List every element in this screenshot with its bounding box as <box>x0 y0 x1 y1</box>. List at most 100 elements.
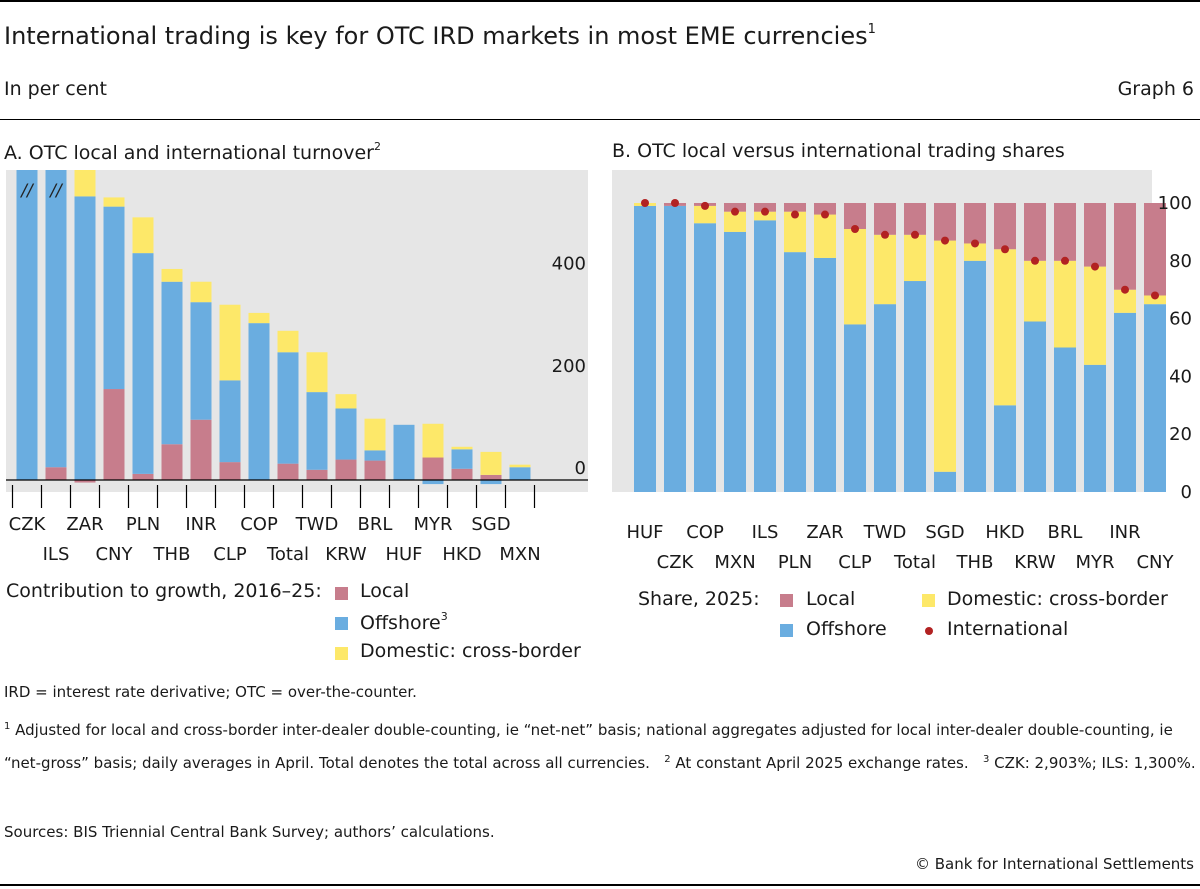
bar-offshore-zar <box>814 257 836 492</box>
international-dot-ils <box>761 207 769 216</box>
international-dot-czk <box>671 199 679 207</box>
bar-offshore-ils <box>45 170 67 468</box>
bar-domestic-cross-border-sgd <box>480 451 502 475</box>
bar-offshore-huf <box>634 205 656 492</box>
x-tick-label-huf: HUF <box>626 522 663 543</box>
x-tick-label-sgd: SGD <box>925 522 964 543</box>
international-dot-krw <box>1031 256 1039 265</box>
y-tick-label-40: 40 <box>1169 366 1192 387</box>
bar-domestic-cross-border-thb <box>161 268 183 282</box>
bar-local-pln <box>784 203 806 212</box>
bar-local-sgd <box>934 203 956 241</box>
bar-domestic-cross-border-inr <box>190 281 212 303</box>
chart-title: International trading is key for OTC IRD… <box>4 22 876 50</box>
bar-offshore-myr <box>1084 364 1106 492</box>
panel-b-chart: HUF CZK COP MXN ILS PLN ZAR CLP TWD Total SGD THB HK… <box>612 170 1192 573</box>
bar-offshore-inr <box>1114 312 1136 492</box>
bar-local-brl <box>364 460 386 480</box>
y-tick-label-400: 400 <box>552 254 586 275</box>
x-tick-label-cny: CNY <box>1136 552 1174 573</box>
bar-offshore-krw <box>1024 321 1046 492</box>
footnotes-block: 1 Adjusted for local and cross-border in… <box>4 721 1196 772</box>
legend-b-offshore-swatch <box>780 624 793 637</box>
y-tick-label-60: 60 <box>1169 309 1192 330</box>
bar-domestic-cross-border-sgd <box>934 240 956 472</box>
x-tick-label-clp: CLP <box>213 544 247 565</box>
bar-domestic-cross-border-total <box>277 330 299 353</box>
bar-domestic-cross-border-twd <box>306 352 328 393</box>
bar-local-twd <box>874 203 896 235</box>
bar-offshore-brl <box>1054 347 1076 492</box>
international-dot-total <box>911 230 919 239</box>
x-tick-label-huf: HUF <box>385 544 422 565</box>
bar-offshore-total <box>904 281 926 492</box>
international-dot-cop <box>701 201 709 210</box>
bar-domestic-cross-border-mxn <box>509 464 531 468</box>
x-tick-label-mxn: MXN <box>714 552 755 573</box>
bar-offshore-czk <box>664 205 686 492</box>
legend-b-international-marker <box>925 627 933 635</box>
axis-break-mark: // <box>19 181 35 201</box>
axis-break-mark: // <box>48 181 64 201</box>
x-tick-label-hkd: HKD <box>985 522 1024 543</box>
bar-offshore-cop <box>248 323 270 480</box>
footnote-abbreviations: IRD = interest rate derivative; OTC = ov… <box>4 683 417 701</box>
copyright: © Bank for International Settlements <box>914 855 1194 873</box>
y-tick-label-100: 100 <box>1158 193 1192 214</box>
bar-offshore-thb <box>964 260 986 492</box>
international-dot-clp <box>851 225 859 234</box>
bar-offshore-clp <box>219 380 241 463</box>
x-tick-label-twd: TWD <box>295 514 339 535</box>
x-tick-label-clp: CLP <box>838 552 872 573</box>
bar-domestic-cross-border-cny <box>103 197 125 207</box>
legend-b-domestic-label: Domestic: cross-border <box>947 588 1168 610</box>
bar-local-pln <box>132 473 154 480</box>
bar-offshore-pln <box>784 252 806 492</box>
bar-offshore-mxn <box>509 467 531 480</box>
bar-offshore-clp <box>844 324 866 492</box>
bar-offshore-ils <box>754 220 776 492</box>
bar-domestic-cross-border-brl <box>1054 260 1076 348</box>
x-tick-label-brl: BRL <box>358 514 393 535</box>
bar-local-thb <box>161 444 183 480</box>
header-rule <box>0 119 1200 120</box>
bar-local-twd <box>306 469 328 480</box>
bar-offshore-sgd <box>934 471 956 492</box>
x-tick-label-krw: KRW <box>325 544 367 565</box>
bar-domestic-cross-border-cop <box>248 312 270 324</box>
bar-domestic-cross-border-clp <box>219 304 241 381</box>
bar-domestic-cross-border-myr <box>422 423 444 458</box>
bar-domestic-cross-border-cny <box>1144 295 1166 305</box>
bar-local-hkd <box>451 468 473 480</box>
x-tick-label-pln: PLN <box>126 514 160 535</box>
international-dot-brl <box>1061 256 1069 265</box>
x-tick-label-sgd: SGD <box>471 514 510 535</box>
x-tick-label-twd: TWD <box>863 522 907 543</box>
bar-domestic-cross-border-krw <box>1024 260 1046 322</box>
bar-domestic-cross-border-thb <box>964 243 986 261</box>
top-rule <box>0 0 1200 2</box>
international-dot-twd <box>881 230 889 239</box>
bar-local-brl <box>1054 203 1076 261</box>
bar-offshore-twd <box>306 392 328 470</box>
bar-domestic-cross-border-mxn <box>724 211 746 232</box>
bar-domestic-cross-border-twd <box>874 234 896 305</box>
legend-offshore-label: Offshore3 <box>360 610 448 634</box>
international-dot-huf <box>641 199 649 207</box>
bar-offshore-pln <box>132 253 154 474</box>
bar-domestic-cross-border-pln <box>784 211 806 253</box>
bar-domestic-cross-border-cop <box>694 205 716 224</box>
international-dot-zar <box>821 210 829 219</box>
x-tick-label-cop: COP <box>240 514 278 535</box>
legend-local-swatch <box>335 587 348 600</box>
sources-note: Sources: BIS Triennial Central Bank Surv… <box>4 823 495 841</box>
x-tick-label-cop: COP <box>686 522 724 543</box>
international-dot-inr <box>1121 285 1129 294</box>
x-tick-label-thb: THB <box>956 552 994 573</box>
y-tick-label-80: 80 <box>1169 251 1192 272</box>
bar-local-sgd <box>480 474 502 480</box>
international-dot-hkd <box>1001 245 1009 254</box>
bar-offshore-krw <box>335 408 357 460</box>
bar-offshore-mxn <box>724 231 746 492</box>
international-dot-myr <box>1091 262 1099 271</box>
